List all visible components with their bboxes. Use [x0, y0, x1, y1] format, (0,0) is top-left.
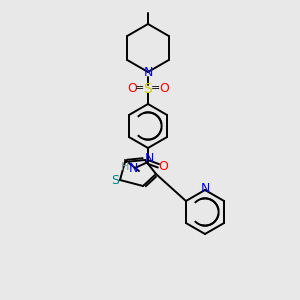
Text: H: H [121, 162, 129, 172]
Text: N: N [143, 65, 153, 79]
Text: =: = [135, 83, 145, 93]
Text: N: N [128, 163, 138, 176]
Text: O: O [127, 82, 137, 94]
Text: O: O [159, 82, 169, 94]
Text: =: = [151, 83, 161, 93]
Text: N: N [200, 182, 210, 196]
Text: N: N [144, 152, 154, 166]
Text: O: O [158, 160, 168, 172]
Text: S: S [144, 82, 152, 96]
Text: S: S [111, 173, 119, 187]
